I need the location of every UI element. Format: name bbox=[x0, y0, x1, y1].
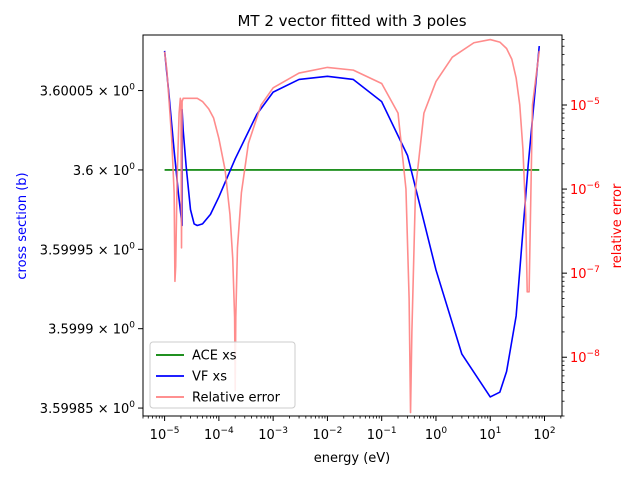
x-tick-label: 10−3 bbox=[258, 426, 288, 443]
axes-frame bbox=[142, 34, 563, 417]
x-tick-label: 10−5 bbox=[150, 426, 180, 443]
tick-label-mantissa: 10 bbox=[204, 428, 221, 443]
tick-label-exponent: 0 bbox=[441, 426, 447, 436]
series-layer bbox=[163, 38, 541, 414]
tick-label-mantissa: 10 bbox=[533, 428, 550, 443]
tick-label-mantissa: 10 bbox=[570, 351, 587, 366]
tick-label-exponent: −1 bbox=[383, 426, 396, 436]
tick-label-mantissa: 3.5999 × 10 bbox=[48, 323, 129, 338]
x-axis: 10−5 10−4 10−3 10−2 10−1 100 101 102 bbox=[142, 416, 562, 443]
tick-label-mantissa: 10 bbox=[367, 428, 384, 443]
tick-label-mantissa: 3.6 × 10 bbox=[73, 164, 129, 179]
y-left-tick-label: 3.60005 × 100 bbox=[40, 83, 135, 100]
tick-label-exponent: 0 bbox=[129, 162, 135, 172]
tick-label-exponent: −2 bbox=[329, 426, 342, 436]
x-tick-label: 100 bbox=[425, 426, 448, 443]
tick-label-mantissa: 10 bbox=[313, 428, 330, 443]
y-right-tick-label: 10−8 bbox=[570, 349, 600, 366]
tick-label-exponent: −5 bbox=[166, 426, 179, 436]
tick-label-exponent: −3 bbox=[275, 426, 288, 436]
y-right-tick-label: 10−5 bbox=[570, 97, 600, 114]
y-left-tick-label: 3.59985 × 100 bbox=[40, 400, 135, 417]
legend-label: Relative error bbox=[192, 391, 281, 406]
tick-label-mantissa: 3.60005 × 10 bbox=[40, 85, 129, 100]
chart-title: MT 2 vector fitted with 3 poles bbox=[237, 12, 466, 30]
x-tick-label: 10−1 bbox=[367, 426, 397, 443]
tick-label-mantissa: 3.59985 × 10 bbox=[40, 402, 129, 417]
y-left-tick-label: 3.6 × 100 bbox=[73, 162, 135, 179]
legend-label: VF xs bbox=[192, 370, 227, 385]
tick-label-exponent: 0 bbox=[129, 83, 135, 93]
tick-label-exponent: 2 bbox=[550, 426, 556, 436]
legend-label: ACE xs bbox=[192, 349, 237, 364]
x-tick-label: 10−4 bbox=[204, 426, 234, 443]
legend-box bbox=[149, 341, 296, 409]
series-line-relative-error bbox=[163, 38, 541, 414]
tick-label-mantissa: 10 bbox=[570, 267, 587, 282]
tick-label-exponent: −5 bbox=[587, 97, 600, 107]
tick-label-exponent: 0 bbox=[129, 241, 135, 251]
y-right-tick-label: 10−6 bbox=[570, 181, 600, 198]
y-axis-left-label: cross section (b) bbox=[15, 172, 30, 279]
y-right-tick-label: 10−7 bbox=[570, 265, 600, 282]
legend: ACE xs VF xs Relative error bbox=[149, 341, 296, 409]
x-tick-label: 102 bbox=[533, 426, 555, 443]
tick-label-exponent: −6 bbox=[587, 181, 601, 191]
tick-label-mantissa: 10 bbox=[570, 183, 587, 198]
tick-label-mantissa: 10 bbox=[150, 428, 167, 443]
x-tick-label: 10−2 bbox=[313, 426, 343, 443]
y-left-tick-label: 3.59995 × 100 bbox=[40, 241, 135, 258]
y-left-tick-label: 3.5999 × 100 bbox=[48, 321, 135, 338]
tick-label-exponent: 1 bbox=[496, 426, 502, 436]
y-axis-right: 10−510−610−710−8 bbox=[562, 39, 600, 417]
x-tick-label: 101 bbox=[479, 426, 501, 443]
tick-label-exponent: −8 bbox=[587, 349, 601, 359]
tick-label-mantissa: 10 bbox=[479, 428, 496, 443]
tick-label-mantissa: 3.59995 × 10 bbox=[40, 243, 129, 258]
tick-label-mantissa: 10 bbox=[258, 428, 275, 443]
tick-label-mantissa: 10 bbox=[425, 428, 442, 443]
tick-label-exponent: 0 bbox=[129, 400, 135, 410]
x-axis-label: energy (eV) bbox=[314, 451, 390, 466]
tick-label-exponent: −4 bbox=[221, 426, 235, 436]
tick-label-exponent: 0 bbox=[129, 321, 135, 331]
tick-label-mantissa: 10 bbox=[570, 99, 587, 114]
tick-label-exponent: −7 bbox=[587, 265, 600, 275]
y-axis-right-label: relative error bbox=[610, 183, 625, 268]
